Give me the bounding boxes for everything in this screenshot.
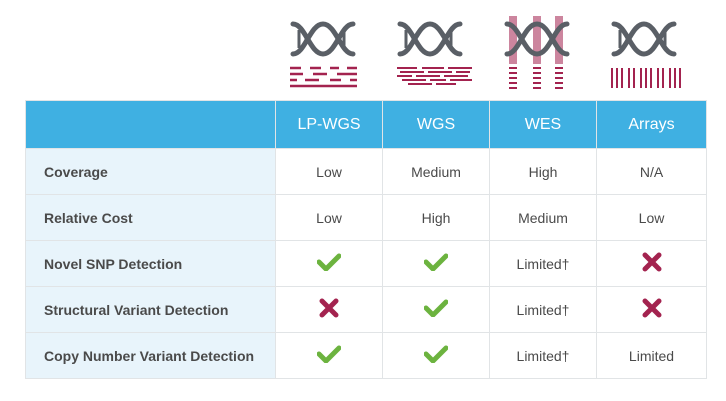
table-cell (596, 286, 707, 333)
table-cell: Limited† (489, 332, 597, 379)
table-row: Novel SNP Detection Limited† (25, 240, 707, 287)
row-label: Novel SNP Detection (25, 240, 276, 287)
row-label: Copy Number Variant Detection (25, 332, 276, 379)
row-label: Relative Cost (25, 194, 276, 241)
table-cell (275, 332, 383, 379)
table-row: Structural Variant Detection Limited† (25, 286, 707, 333)
table-row: Relative Cost Low High Medium Low (25, 194, 707, 241)
table-cell (275, 286, 383, 333)
header-row: LP-WGS WGS WES Arrays (25, 100, 707, 149)
table-cell: Medium (382, 148, 490, 195)
row-label: Coverage (25, 148, 276, 195)
table-cell (382, 240, 490, 287)
table-row: Coverage Low Medium High N/A (25, 148, 707, 195)
header-corner (25, 100, 276, 149)
table-cell (596, 240, 707, 287)
table-cell (275, 240, 383, 287)
table-cell: Medium (489, 194, 597, 241)
table-cell: High (489, 148, 597, 195)
column-header: WGS (382, 100, 490, 149)
table-cell: Limited (596, 332, 707, 379)
lp-wgs-dna-icon (275, 10, 382, 100)
table-cell: High (382, 194, 490, 241)
comparison-table: LP-WGS WGS WES Arrays Coverage Low Medium H… (25, 100, 707, 379)
row-label: Structural Variant Detection (25, 286, 276, 333)
table-cell (382, 332, 490, 379)
table-cell: Limited† (489, 240, 597, 287)
table-row: Copy Number Variant Detection Limited† Lim… (25, 332, 707, 379)
cross-icon (642, 252, 662, 275)
check-icon (316, 345, 342, 366)
table-cell (382, 286, 490, 333)
technology-icons-row (0, 0, 726, 100)
check-icon (423, 253, 449, 274)
check-icon (423, 299, 449, 320)
table-cell: Low (275, 194, 383, 241)
column-header: WES (489, 100, 597, 149)
table-cell: Limited† (489, 286, 597, 333)
column-header: Arrays (596, 100, 707, 149)
cross-icon (319, 298, 339, 321)
check-icon (316, 253, 342, 274)
cross-icon (642, 298, 662, 321)
arrays-dna-icon (596, 10, 703, 100)
check-icon (423, 345, 449, 366)
wgs-dna-icon (382, 10, 489, 100)
column-header: LP-WGS (275, 100, 383, 149)
table-cell: N/A (596, 148, 707, 195)
table-cell: Low (596, 194, 707, 241)
table-cell: Low (275, 148, 383, 195)
wes-dna-icon (489, 10, 596, 100)
